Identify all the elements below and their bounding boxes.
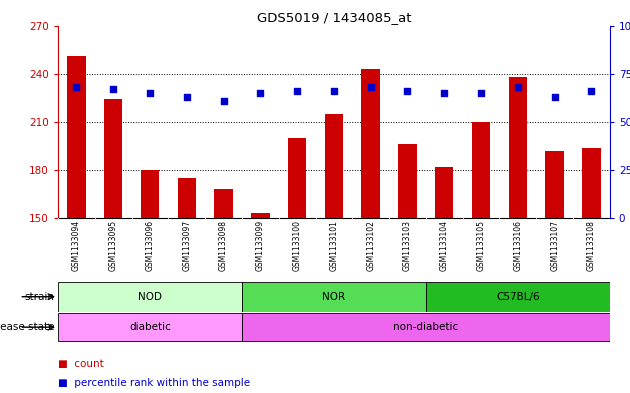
Bar [508, 77, 527, 218]
Text: C57BL/6: C57BL/6 [496, 292, 540, 302]
Point [549, 94, 559, 100]
Point [513, 84, 523, 90]
Bar [251, 213, 270, 218]
Text: ■  percentile rank within the sample: ■ percentile rank within the sample [58, 378, 250, 388]
Point [145, 90, 155, 96]
Point [439, 90, 449, 96]
Text: disease state: disease state [0, 322, 55, 332]
Text: strain: strain [25, 292, 55, 302]
Point [292, 88, 302, 94]
Text: GSM1133096: GSM1133096 [146, 220, 154, 271]
Title: GDS5019 / 1434085_at: GDS5019 / 1434085_at [256, 11, 411, 24]
Text: GSM1133095: GSM1133095 [108, 220, 118, 271]
Text: GSM1133100: GSM1133100 [292, 220, 302, 271]
Text: diabetic: diabetic [129, 322, 171, 332]
Bar [362, 69, 380, 218]
Text: GSM1133104: GSM1133104 [440, 220, 449, 271]
Point [108, 86, 118, 92]
Bar [178, 178, 196, 218]
Point [476, 90, 486, 96]
Bar [104, 99, 122, 218]
Text: NOR: NOR [323, 292, 345, 302]
Bar [398, 144, 416, 218]
Bar [140, 170, 159, 218]
Text: GSM1133098: GSM1133098 [219, 220, 228, 271]
Bar [58, 313, 242, 341]
Text: GSM1133105: GSM1133105 [476, 220, 486, 271]
Bar [324, 114, 343, 218]
Point [587, 88, 597, 94]
Text: NOD: NOD [138, 292, 162, 302]
Bar [242, 313, 610, 341]
Text: GSM1133099: GSM1133099 [256, 220, 265, 271]
Point [365, 84, 375, 90]
Point [181, 94, 192, 100]
Point [219, 97, 229, 104]
Point [403, 88, 413, 94]
Point [71, 84, 81, 90]
Point [329, 88, 339, 94]
Text: non-diabetic: non-diabetic [393, 322, 459, 332]
Text: GSM1133102: GSM1133102 [366, 220, 375, 271]
Text: GSM1133103: GSM1133103 [403, 220, 412, 271]
Bar [546, 151, 564, 218]
Bar [472, 122, 490, 218]
Bar [242, 282, 426, 312]
Bar [435, 167, 454, 218]
Text: GSM1133107: GSM1133107 [550, 220, 559, 271]
Text: GSM1133108: GSM1133108 [587, 220, 596, 271]
Bar [67, 56, 86, 218]
Text: GSM1133097: GSM1133097 [182, 220, 192, 271]
Bar [288, 138, 306, 218]
Bar [426, 282, 610, 312]
Text: GSM1133101: GSM1133101 [329, 220, 338, 271]
Point [255, 90, 265, 96]
Bar [214, 189, 232, 218]
Bar [582, 147, 600, 218]
Text: GSM1133094: GSM1133094 [72, 220, 81, 271]
Text: GSM1133106: GSM1133106 [513, 220, 522, 271]
Text: ■  count: ■ count [58, 358, 104, 369]
Bar [58, 282, 242, 312]
